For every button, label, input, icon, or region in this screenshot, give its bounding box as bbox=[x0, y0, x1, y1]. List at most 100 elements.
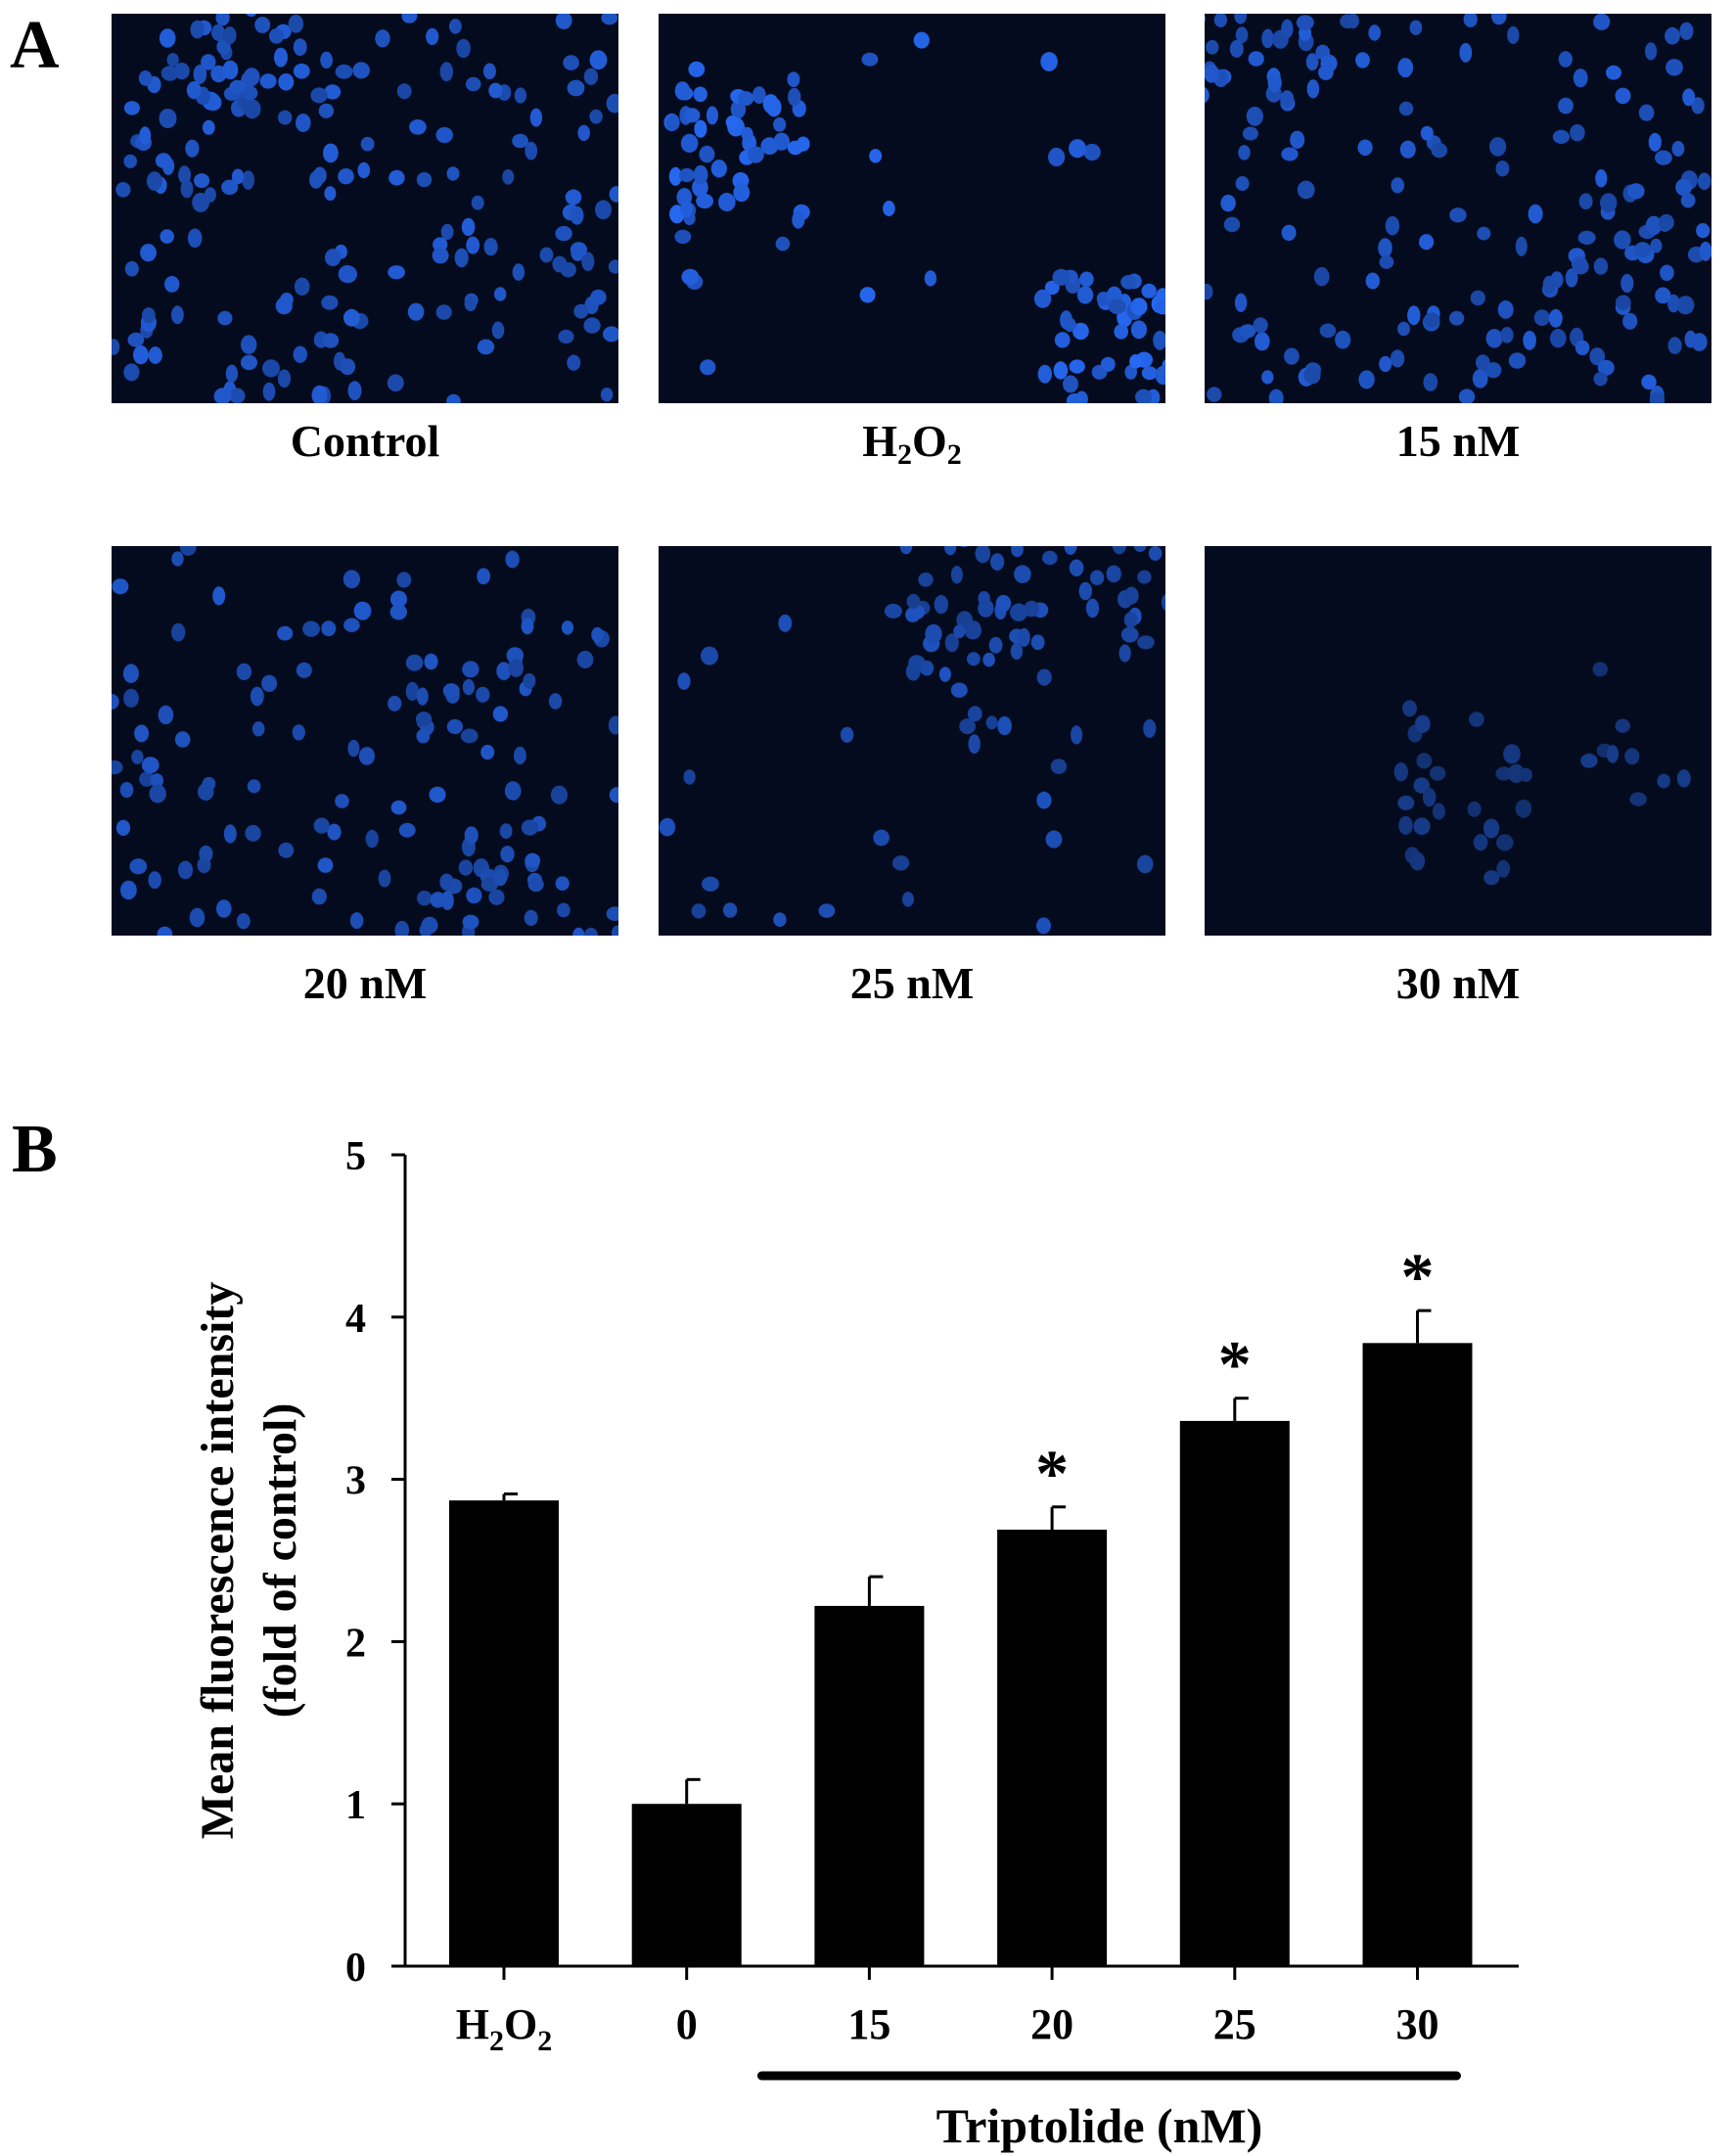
cell-nucleus bbox=[548, 693, 563, 710]
cell-nucleus bbox=[938, 666, 951, 682]
cell-nucleus bbox=[313, 817, 330, 834]
cell-nucleus bbox=[442, 683, 460, 699]
micrograph-30nm bbox=[1205, 546, 1711, 936]
cell-nucleus bbox=[1148, 546, 1163, 561]
x-tick-label: 30 bbox=[1396, 2000, 1439, 2048]
cell-nucleus bbox=[934, 595, 948, 615]
cell-nucleus bbox=[1574, 340, 1590, 355]
cell-nucleus bbox=[1030, 634, 1045, 651]
cell-nucleus bbox=[1671, 141, 1685, 157]
cell-nucleus bbox=[1235, 26, 1249, 44]
cell-nucleus bbox=[458, 859, 474, 876]
cell-nucleus bbox=[960, 546, 969, 548]
cell-nucleus bbox=[512, 263, 525, 281]
cell-nucleus bbox=[591, 626, 604, 643]
cell-nucleus bbox=[1638, 104, 1655, 121]
cell-nucleus bbox=[512, 133, 528, 149]
cell-nucleus bbox=[1335, 330, 1351, 349]
cell-nucleus bbox=[179, 546, 197, 556]
cell-nucleus bbox=[1072, 322, 1089, 341]
cell-nucleus bbox=[718, 193, 736, 211]
cell-nucleus bbox=[338, 168, 354, 185]
cell-nucleus bbox=[563, 55, 579, 70]
cell-nucleus bbox=[1645, 215, 1663, 236]
cell-nucleus bbox=[213, 388, 232, 403]
cell-nucleus bbox=[694, 119, 707, 138]
cell-nucleus bbox=[550, 785, 569, 804]
cell-nucleus bbox=[187, 228, 203, 249]
cell-nucleus bbox=[302, 620, 320, 637]
cell-nucleus bbox=[521, 618, 534, 635]
cell-nucleus bbox=[950, 682, 968, 698]
cell-nucleus bbox=[1048, 147, 1066, 167]
cell-nucleus bbox=[1242, 126, 1258, 141]
cell-nucleus bbox=[262, 359, 280, 378]
cell-nucleus bbox=[775, 236, 791, 252]
cell-nucleus bbox=[148, 346, 162, 364]
cell-nucleus bbox=[1296, 15, 1314, 30]
cell-nucleus bbox=[1422, 788, 1437, 807]
cell-nucleus bbox=[1507, 25, 1520, 44]
cell-nucleus bbox=[424, 653, 438, 670]
cell-nucleus bbox=[477, 339, 495, 355]
cell-nucleus bbox=[1064, 317, 1076, 333]
cell-nucleus bbox=[706, 106, 718, 125]
y-tick-label: 0 bbox=[345, 1946, 366, 1991]
cell-nucleus bbox=[502, 169, 515, 185]
cell-nucleus bbox=[1398, 101, 1414, 116]
cell-nucleus bbox=[1066, 393, 1083, 403]
cell-nucleus bbox=[150, 773, 164, 788]
cell-nucleus bbox=[394, 920, 410, 936]
cell-nucleus bbox=[164, 276, 180, 293]
cell-nucleus bbox=[480, 877, 499, 893]
cell-nucleus bbox=[1593, 14, 1611, 30]
cell-nucleus bbox=[1135, 389, 1153, 403]
cell-nucleus bbox=[223, 26, 237, 45]
cell-nucleus bbox=[788, 87, 801, 107]
cell-nucleus bbox=[1112, 546, 1126, 555]
cell-nucleus bbox=[1083, 143, 1101, 161]
cell-nucleus bbox=[1477, 226, 1491, 241]
cell-nucleus bbox=[1253, 317, 1268, 334]
cell-nucleus bbox=[1589, 347, 1606, 366]
cell-nucleus bbox=[688, 61, 706, 77]
cell-nucleus bbox=[439, 62, 453, 82]
cell-nucleus bbox=[142, 307, 156, 324]
cell-nucleus bbox=[1036, 917, 1051, 935]
cell-nucleus bbox=[1595, 169, 1608, 188]
cell-nucleus bbox=[202, 119, 215, 135]
cell-nucleus bbox=[1648, 132, 1662, 152]
cell-nucleus bbox=[1205, 283, 1213, 300]
cell-nucleus bbox=[190, 20, 205, 39]
cell-nucleus bbox=[1306, 79, 1320, 99]
cell-nucleus bbox=[1229, 39, 1244, 58]
cell-nucleus bbox=[693, 86, 707, 103]
cell-nucleus bbox=[752, 86, 766, 104]
cell-nucleus bbox=[968, 734, 981, 755]
cell-nucleus bbox=[119, 782, 134, 799]
cell-nucleus bbox=[555, 14, 572, 29]
cell-nucleus bbox=[1297, 180, 1315, 200]
cell-nucleus bbox=[1281, 224, 1297, 241]
cell-nucleus bbox=[608, 259, 618, 274]
x-tick-label: 20 bbox=[1030, 2000, 1073, 2048]
cell-nucleus bbox=[576, 651, 594, 668]
cell-nucleus bbox=[1303, 366, 1321, 385]
cell-nucleus bbox=[1485, 329, 1503, 348]
cell-nucleus bbox=[160, 229, 174, 244]
cell-nucleus bbox=[138, 70, 153, 86]
cell-nucleus bbox=[514, 87, 526, 104]
cell-nucleus bbox=[737, 91, 754, 107]
cell-nucleus bbox=[573, 303, 589, 319]
cell-nucleus bbox=[1078, 581, 1092, 601]
cell-nucleus bbox=[1657, 773, 1670, 789]
cell-nucleus bbox=[1089, 570, 1105, 585]
cell-nucleus bbox=[1069, 139, 1086, 159]
cell-nucleus bbox=[525, 141, 538, 161]
cell-nucleus bbox=[869, 149, 883, 163]
cell-nucleus bbox=[115, 182, 131, 198]
cell-nucleus bbox=[1684, 330, 1697, 348]
cell-nucleus bbox=[1379, 355, 1392, 373]
cell-nucleus bbox=[1484, 362, 1502, 379]
cell-nucleus bbox=[603, 326, 618, 343]
